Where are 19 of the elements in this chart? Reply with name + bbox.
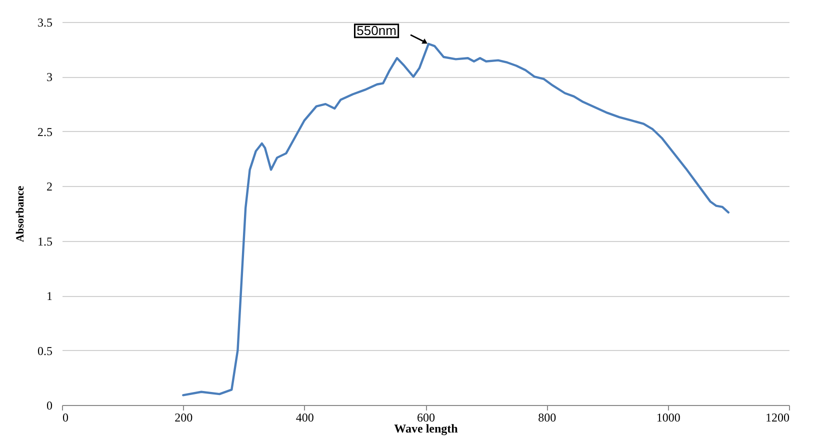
x-tick-label: 600 <box>417 410 435 424</box>
y-tick-label: 1 <box>46 289 52 304</box>
x-tick-label: 800 <box>538 410 556 424</box>
annotation: 550nm <box>356 22 396 38</box>
x-tick-label: 1200 <box>766 410 790 424</box>
x-tick-label: 0 <box>62 410 68 424</box>
y-tick-label: 3 <box>46 70 52 84</box>
x-tick-label: 200 <box>174 410 193 424</box>
y-axis-title: Absorbance <box>14 186 26 242</box>
y-tick-label: 1.5 <box>38 234 52 248</box>
x-axis-title: Wave length <box>394 422 458 436</box>
x-tick-label: 400 <box>296 410 314 424</box>
x-tick-label: 1000 <box>656 410 680 424</box>
y-tick-label: 0 <box>46 398 52 412</box>
y-tick-label: 2.5 <box>38 124 52 139</box>
line-series <box>182 42 730 396</box>
y-tick-label: 0.5 <box>38 344 52 358</box>
y-tick-label: 2 <box>46 180 52 194</box>
y-tick-label: 3.5 <box>38 16 52 30</box>
